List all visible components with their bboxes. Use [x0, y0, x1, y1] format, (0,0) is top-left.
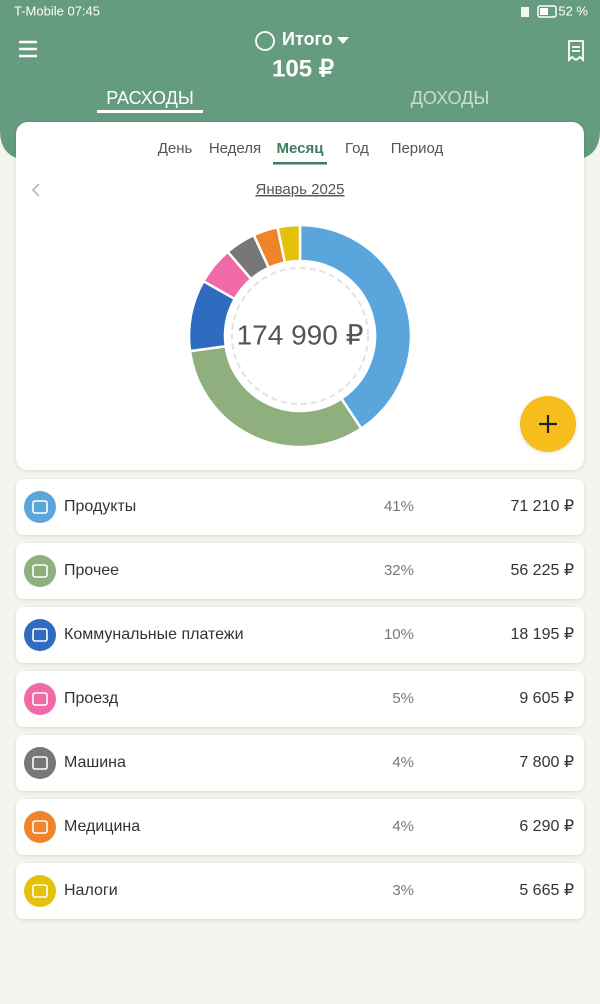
category-amount: 5 665 ₽ — [519, 882, 574, 899]
battery: 52 % — [558, 3, 588, 18]
category-percent: 3% — [392, 882, 414, 899]
period-tabs: День Неделя Месяц Год Период — [158, 140, 444, 165]
center-total: 174 990 ₽ — [237, 319, 364, 350]
period-tab[interactable]: День — [158, 140, 193, 157]
donut-segment — [188, 344, 364, 449]
category-icon — [24, 747, 56, 779]
category-icon-glyph — [32, 756, 48, 770]
month-label[interactable]: Январь 2025 — [256, 181, 345, 198]
prev-month[interactable] — [31, 183, 40, 197]
category-percent: 5% — [392, 690, 414, 707]
category-row[interactable] — [16, 543, 584, 599]
period-tab[interactable]: Месяц — [277, 140, 325, 157]
category-row[interactable] — [16, 607, 584, 663]
category-name: Проезд — [64, 690, 119, 707]
period-indicator — [273, 162, 327, 165]
category-name: Прочее — [64, 562, 119, 579]
category-percent: 10% — [384, 626, 414, 643]
category-icon-glyph — [32, 884, 48, 898]
header-title[interactable]: Итого — [282, 29, 333, 49]
add-button[interactable] — [520, 396, 576, 452]
category-row[interactable] — [16, 799, 584, 855]
wallet-icon — [255, 31, 275, 51]
chart-card — [16, 122, 584, 470]
carrier-time: T-Mobile 07:45 — [14, 3, 100, 18]
category-name: Коммунальные платежи — [64, 626, 244, 643]
donut-inner-ring — [231, 267, 369, 405]
donut-segment — [298, 223, 413, 431]
category-row[interactable] — [16, 735, 584, 791]
category-row[interactable] — [16, 863, 584, 919]
category-name: Продукты — [64, 498, 136, 515]
status-icons — [521, 5, 557, 18]
category-percent: 4% — [392, 818, 414, 835]
donut-segment — [276, 223, 302, 265]
period-tab[interactable]: Период — [391, 140, 444, 157]
category-row[interactable] — [16, 479, 584, 535]
category-amount: 71 210 ₽ — [510, 498, 574, 515]
category-name: Налоги — [64, 882, 118, 899]
donut — [187, 223, 413, 449]
period-tab[interactable]: Год — [345, 140, 369, 157]
category-amount: 56 225 ₽ — [510, 562, 574, 579]
report-button[interactable] — [568, 40, 584, 63]
tab-income[interactable]: ДОХОДЫ — [411, 88, 490, 108]
category-icon-glyph — [32, 820, 48, 834]
category-amount: 7 800 ₽ — [519, 754, 574, 771]
category-icon-glyph — [32, 692, 48, 706]
category-percent: 4% — [392, 754, 414, 771]
category-icon — [24, 875, 56, 907]
category-icon — [24, 619, 56, 651]
category-icon — [24, 811, 56, 843]
header-total: 105 ₽ — [272, 55, 334, 82]
category-amount: 6 290 ₽ — [519, 818, 574, 835]
category-name: Медицина — [64, 818, 140, 835]
period-tab[interactable]: Неделя — [209, 140, 261, 157]
menu-button[interactable] — [19, 40, 37, 58]
category-percent: 41% — [384, 498, 414, 515]
tab-expenses[interactable]: РАСХОДЫ — [106, 88, 194, 108]
category-percent: 32% — [384, 562, 414, 579]
category-name: Машина — [64, 754, 126, 771]
dropdown-arrow[interactable] — [337, 37, 349, 44]
category-row[interactable] — [16, 671, 584, 727]
category-icon-glyph — [32, 564, 48, 578]
category-icon-glyph — [32, 500, 48, 514]
header-bg — [0, 0, 600, 160]
category-icon — [24, 683, 56, 715]
category-icon — [24, 555, 56, 587]
category-icon — [24, 491, 56, 523]
category-amount: 9 605 ₽ — [519, 690, 574, 707]
category-amount: 18 195 ₽ — [510, 626, 574, 643]
category-icon-glyph — [32, 628, 48, 642]
category-list: Продукты 41% 71 210 ₽ Прочее 32% 56 225 ₽ Комм… — [16, 479, 584, 919]
tab-indicator — [97, 110, 203, 113]
